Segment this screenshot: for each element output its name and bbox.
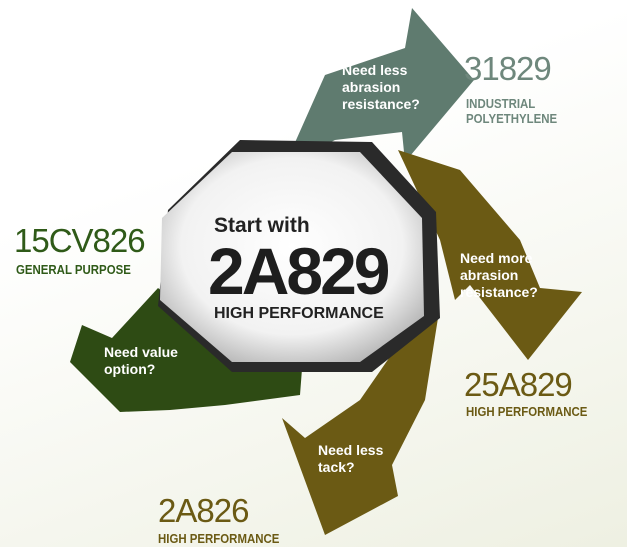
question-line: Need more [460, 250, 533, 266]
product-code: 25A829 [464, 366, 573, 403]
question: Need less abrasion resistance? [342, 62, 420, 113]
question-line: resistance? [460, 284, 538, 300]
center-hexagon [160, 152, 424, 362]
question: Need less tack? [318, 442, 383, 476]
center-subtitle: HIGH PERFORMANCE [214, 305, 384, 322]
description-line: HIGH PERFORMANCE [158, 531, 280, 546]
question: Need value option? [104, 344, 178, 378]
arrow-right [398, 150, 582, 360]
description-line: POLYETHYLENE [466, 111, 558, 126]
description-line: INDUSTRIAL [466, 96, 536, 111]
question-line: option? [104, 361, 156, 377]
center-intro: Start with [214, 214, 310, 237]
description-line: GENERAL PURPOSE [16, 262, 131, 277]
arrow-top [285, 8, 474, 165]
arrow-bottom [282, 318, 438, 535]
product-description: HIGH PERFORMANCE [158, 531, 279, 546]
product-code: 15CV826 [14, 222, 146, 259]
product-description: INDUSTRIAL POLYETHYLENE [466, 96, 557, 126]
arrow-left [70, 288, 305, 412]
product-description: HIGH PERFORMANCE [466, 404, 587, 419]
question-line: Need value [104, 344, 178, 360]
question-line: resistance? [342, 96, 420, 112]
question-line: tack? [318, 459, 355, 475]
question-line: abrasion [342, 79, 401, 95]
question: Need more abrasion resistance? [460, 250, 538, 301]
question-line: abrasion [460, 267, 519, 283]
center-code: 2A829 [208, 234, 390, 308]
product-code: 31829 [464, 50, 552, 87]
question-line: Need less [318, 442, 384, 458]
product-code: 2A826 [158, 492, 249, 529]
question-line: Need less [342, 62, 408, 78]
product-description: GENERAL PURPOSE [16, 262, 131, 277]
description-line: HIGH PERFORMANCE [466, 404, 588, 419]
